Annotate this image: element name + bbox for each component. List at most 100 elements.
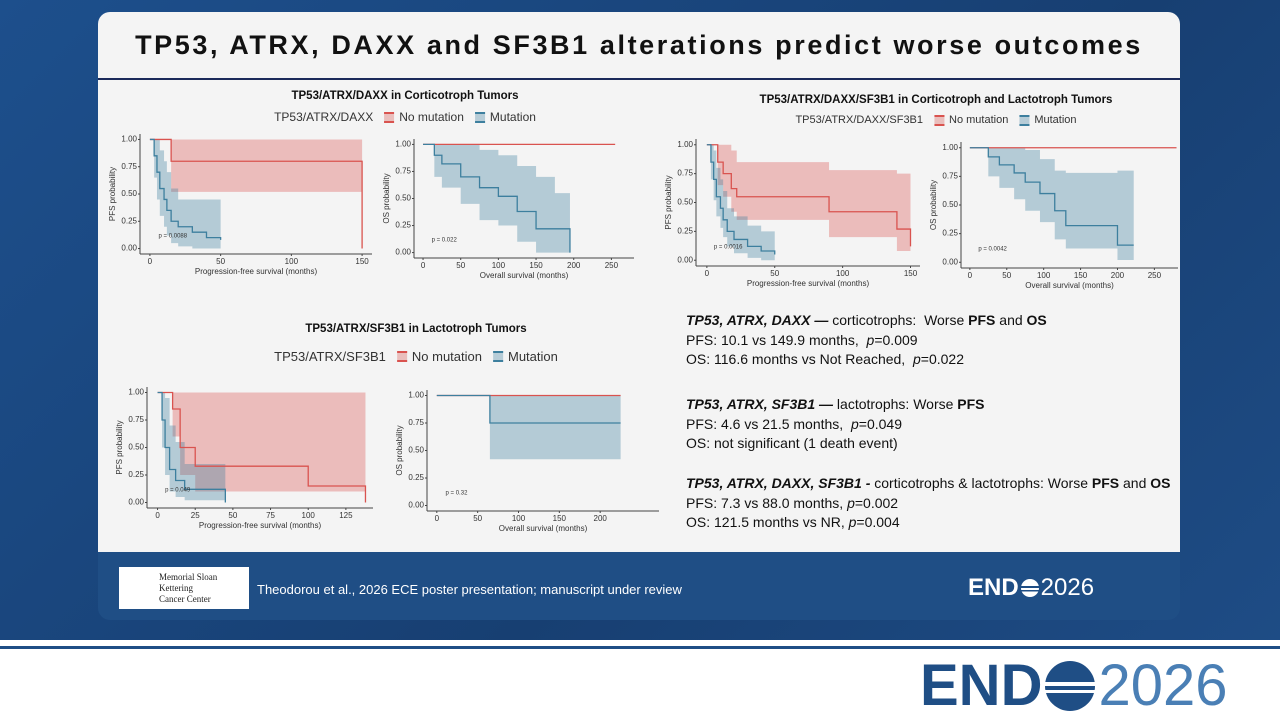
y-axis-title: PFS probability — [115, 420, 124, 474]
y-tick-label: 0.50 — [128, 443, 144, 452]
confidence-band — [706, 144, 775, 261]
logo-globe — [1020, 579, 1039, 597]
survival-curve — [149, 138, 222, 240]
slide: TP53, ATRX, DAXX and SF3B1 alterations p… — [98, 12, 1180, 552]
y-tick-label: 0.25 — [677, 226, 693, 235]
text-run: =0.004 — [856, 514, 900, 530]
x-tick-label: 200 — [567, 261, 581, 270]
text-run: PFS — [957, 396, 985, 412]
text-run: OS: not significant (1 death event) — [686, 435, 898, 451]
finding: TP53, ATRX, DAXX, SF3B1 - corticotrophs … — [686, 474, 1170, 533]
x-tick-label: 25 — [191, 511, 200, 520]
text-run: p — [848, 514, 857, 530]
x-tick-label: 50 — [1002, 271, 1011, 280]
y-axis-title: PFS probability — [664, 175, 673, 229]
panel-title: TP53/ATRX/DAXX in Corticotroph Tumors — [291, 90, 519, 102]
text-run: TP53, ATRX, DAXX, SF3B1 - — [686, 475, 871, 491]
y-tick-label: 0.75 — [121, 162, 137, 171]
text-run: lactotrophs: Worse — [833, 396, 958, 412]
legend-swatch — [492, 351, 503, 362]
finding-line: OS: not significant (1 death event) — [686, 434, 985, 454]
logo-text: 2026 — [1098, 653, 1228, 718]
x-tick-label: 125 — [339, 511, 353, 520]
finding-line: PFS: 10.1 vs 149.9 months, p=0.009 — [686, 331, 1047, 351]
x-tick-label: 0 — [705, 269, 710, 278]
slide-title: TP53, ATRX, DAXX and SF3B1 alterations p… — [98, 12, 1180, 80]
y-tick-label: 0.00 — [121, 244, 137, 253]
y-tick-label: 0.00 — [128, 498, 144, 507]
y-tick-label: 0.00 — [942, 257, 958, 266]
text-run: PFS: 4.6 vs 21.5 months, — [686, 415, 851, 432]
y-tick-label: 0.00 — [408, 501, 424, 510]
x-axis-title: Progression-free survival (months) — [195, 267, 318, 276]
x-tick-label: 50 — [770, 269, 779, 278]
confidence-band — [436, 395, 621, 460]
y-tick-label: 1.00 — [121, 135, 137, 144]
survival-curve — [157, 391, 367, 503]
endo-logo-large: END 2026 — [920, 652, 1228, 719]
finding: TP53, ATRX, SF3B1 — lactotrophs: Worse P… — [686, 395, 985, 454]
x-axis-title: Progression-free survival (months) — [199, 521, 322, 530]
logo-text: END — [968, 574, 1019, 601]
y-axis-title: OS probability — [395, 425, 404, 475]
legend-swatch — [1019, 114, 1030, 126]
legend-label: No mutation — [411, 349, 482, 364]
y-tick-label: 1.00 — [395, 140, 411, 149]
legend: TP53/ATRX/SF3B1 No mutation Mutation — [274, 349, 558, 364]
x-tick-label: 0 — [155, 511, 160, 520]
survival-curve — [149, 138, 363, 249]
survival-curve — [706, 144, 776, 255]
y-tick-label: 1.00 — [408, 391, 424, 400]
y-tick-label: 1.00 — [942, 143, 958, 152]
finding-line: OS: 116.6 months vs Not Reached, p=0.022 — [686, 350, 1047, 370]
survival-curve — [706, 144, 912, 247]
legend-swatch — [934, 114, 945, 126]
confidence-band — [423, 144, 570, 253]
legend: TP53/ATRX/DAXX/SF3B1 No mutation Mutation — [795, 114, 1076, 126]
finding-line: PFS: 4.6 vs 21.5 months, p=0.049 — [686, 415, 985, 435]
y-tick-label: 1.00 — [677, 140, 693, 149]
legend-title: TP53/ATRX/DAXX — [274, 110, 374, 124]
confidence-band — [969, 147, 1134, 260]
x-tick-label: 50 — [456, 261, 465, 270]
survival-curve — [969, 147, 1134, 246]
x-tick-label: 150 — [355, 257, 369, 266]
footer: Memorial Sloan Kettering Cancer Center T… — [98, 552, 1180, 620]
legend-label: Mutation — [489, 110, 536, 124]
finding-line: OS: 121.5 months vs NR, p=0.004 — [686, 513, 1170, 533]
p-value: p = 0.049 — [165, 487, 191, 493]
legend-swatch — [384, 111, 395, 123]
finding-line: TP53, ATRX, DAXX — corticotrophs: Worse … — [686, 311, 1047, 331]
p-value: p = 0.0042 — [978, 247, 1007, 253]
text-run: and — [995, 312, 1027, 328]
x-tick-label: 0 — [148, 257, 153, 266]
text-run: OS: 116.6 months vs Not Reached, — [686, 351, 913, 367]
text-run: corticotrophs & lactotrophs: Worse — [870, 475, 1092, 491]
logo-text: END — [920, 653, 1043, 718]
text-run: p — [847, 494, 855, 511]
survival-curve — [436, 394, 621, 424]
x-tick-label: 100 — [836, 269, 850, 278]
text-run: p — [866, 331, 875, 348]
y-tick-label: 0.25 — [395, 221, 411, 230]
institution-logo: Memorial Sloan Kettering Cancer Center — [119, 567, 249, 609]
x-tick-label: 0 — [421, 261, 426, 270]
text-run: TP53, ATRX, SF3B1 — — [686, 396, 834, 412]
finding-line: PFS: 7.3 vs 88.0 months, p=0.002 — [686, 494, 1170, 514]
x-tick-label: 0 — [435, 514, 440, 523]
x-tick-label: 50 — [228, 511, 237, 520]
y-axis-title: OS probability — [929, 180, 938, 230]
x-tick-label: 0 — [968, 271, 973, 280]
confidence-band — [149, 139, 363, 192]
x-axis-title: Progression-free survival (months) — [747, 279, 870, 288]
y-tick-label: 0.00 — [395, 248, 411, 257]
logo-text: 2026 — [1040, 574, 1095, 601]
x-tick-label: 250 — [1148, 271, 1162, 280]
y-tick-label: 0.25 — [408, 473, 424, 482]
x-tick-label: 50 — [216, 257, 225, 266]
p-value: p = 0.022 — [432, 238, 458, 244]
x-axis-title: Overall survival (months) — [499, 524, 588, 533]
y-tick-label: 0.50 — [121, 189, 137, 198]
